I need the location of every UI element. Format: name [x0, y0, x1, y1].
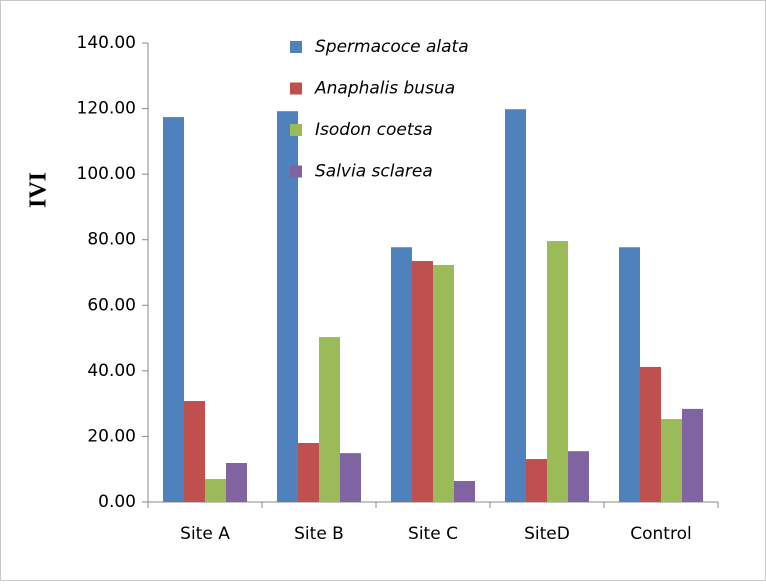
x-tick-label: Site A	[180, 524, 230, 544]
bar	[568, 451, 589, 502]
x-tick-label: Site B	[294, 524, 344, 544]
bar	[298, 442, 319, 502]
legend-label: Salvia sclarea	[315, 162, 433, 182]
bar	[454, 481, 475, 502]
x-tick-label: Site C	[408, 524, 458, 544]
legend-label: Isodon coetsa	[315, 120, 433, 140]
bar	[163, 117, 184, 503]
bar	[226, 462, 247, 502]
legend-swatch	[290, 165, 302, 178]
bar	[640, 366, 661, 502]
bar	[661, 419, 682, 502]
bar	[505, 109, 526, 502]
bar	[547, 241, 568, 503]
y-tick-label: 60.00	[87, 295, 136, 315]
bar	[319, 337, 340, 502]
bar	[205, 479, 226, 502]
x-tick-label: SiteD	[524, 524, 570, 544]
legend-swatch	[290, 124, 302, 136]
bar	[433, 264, 454, 502]
y-tick-label: 140.00	[77, 33, 136, 53]
bar	[682, 408, 703, 502]
legend-label: Anaphalis busua	[314, 79, 455, 99]
y-tick-label: 100.00	[77, 164, 136, 184]
bar	[412, 261, 433, 502]
legend-swatch	[290, 41, 302, 53]
y-tick-label: 20.00	[87, 426, 136, 446]
bar	[277, 111, 298, 503]
bar	[391, 247, 412, 502]
bar	[340, 453, 361, 502]
y-tick-label: 120.00	[77, 99, 136, 119]
y-tick-label: 0.00	[98, 492, 136, 512]
y-axis-label: IVI	[26, 172, 52, 208]
y-tick-label: 40.00	[87, 361, 136, 381]
x-tick-label: Control	[630, 524, 691, 544]
legend-label: Spermacoce alata	[315, 37, 469, 57]
bar	[184, 401, 205, 502]
bar	[526, 459, 547, 502]
bar	[619, 247, 640, 502]
legend-swatch	[290, 82, 302, 95]
y-tick-label: 80.00	[87, 230, 136, 250]
